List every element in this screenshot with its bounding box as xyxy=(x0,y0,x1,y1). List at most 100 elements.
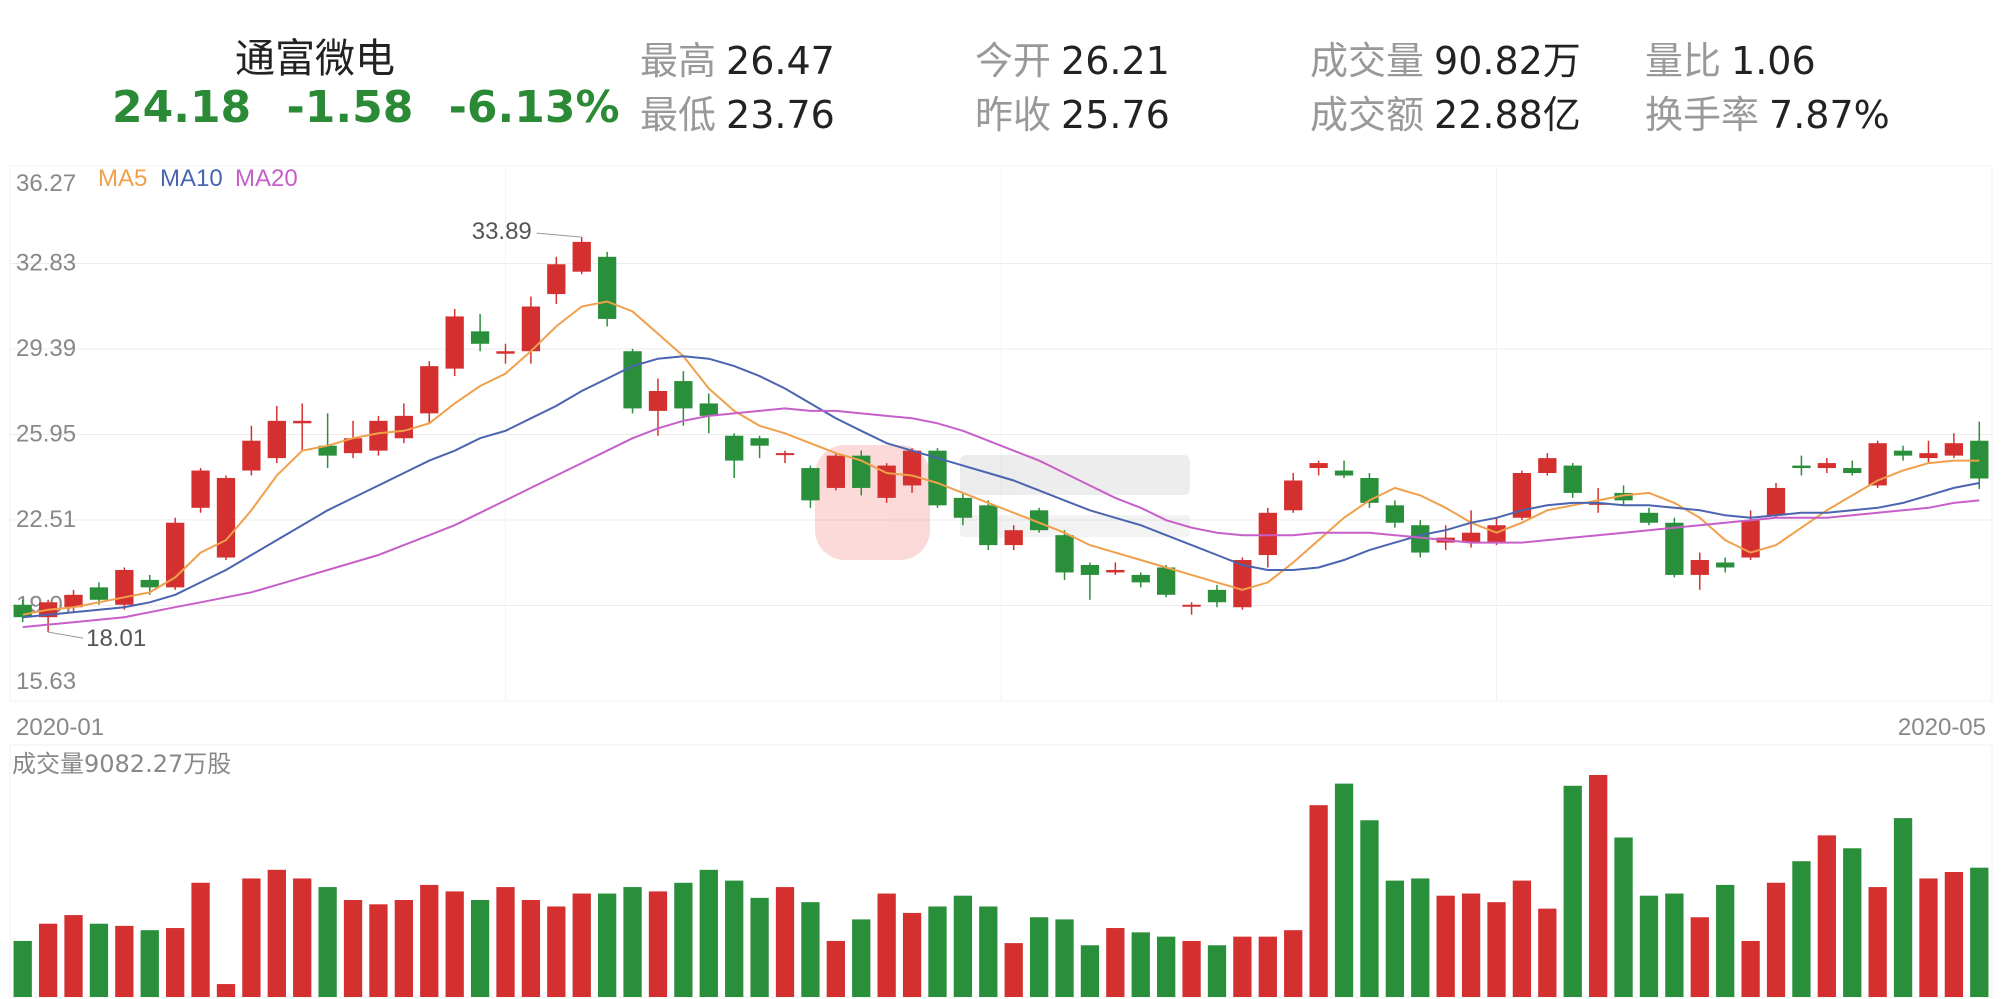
candle-body xyxy=(1385,505,1405,523)
candle xyxy=(166,517,185,590)
candle-body xyxy=(1614,492,1633,501)
volume-bar xyxy=(852,919,871,997)
volume-bar xyxy=(216,984,236,997)
volume-bar xyxy=(902,912,922,997)
volume-bar xyxy=(1512,880,1532,997)
volume-bar xyxy=(1970,867,1989,997)
low-annotation: 18.01 xyxy=(86,625,146,652)
volume-bar xyxy=(725,880,744,997)
candle xyxy=(1563,463,1582,498)
volume-bar xyxy=(1284,930,1303,997)
candle-body xyxy=(648,391,668,411)
high-marker-line xyxy=(536,232,582,238)
volume-bar xyxy=(1004,943,1023,997)
candle xyxy=(1055,530,1074,580)
candle-body xyxy=(1461,532,1481,543)
candle-body xyxy=(1004,530,1023,546)
candle xyxy=(674,371,693,426)
candle xyxy=(1944,433,1964,459)
candle xyxy=(1487,517,1506,546)
volume-bar xyxy=(547,906,566,997)
candle-body xyxy=(1055,535,1074,573)
volume-bar xyxy=(420,884,439,997)
candle-body xyxy=(1284,480,1303,511)
candle xyxy=(191,468,210,513)
volume-bar xyxy=(115,925,134,997)
candle-body xyxy=(1716,562,1735,568)
candle-body xyxy=(928,450,947,506)
volume-bar xyxy=(877,893,896,997)
quote-header: 通富微电 24.18 -1.58 -6.13% 最高 26.47 最低 23.76 … xyxy=(0,0,2001,160)
candle-body xyxy=(64,594,83,608)
candle-body xyxy=(216,477,236,558)
candle xyxy=(470,313,490,352)
candle-body xyxy=(1207,589,1227,603)
volume-bar xyxy=(1893,818,1913,997)
volume-bar xyxy=(343,900,363,997)
candle xyxy=(369,415,388,456)
candle-body xyxy=(1512,473,1532,518)
candle-body xyxy=(1766,487,1786,516)
volume-bar xyxy=(1563,785,1582,997)
volume-bar xyxy=(64,915,83,997)
legend-ma20: MA20 xyxy=(235,165,298,192)
volume-bar xyxy=(89,923,109,997)
candle-body xyxy=(902,450,922,486)
stat-low: 最低 23.76 xyxy=(640,93,835,137)
volume-bar xyxy=(1792,861,1811,997)
volume-bar xyxy=(521,900,541,997)
volume-bar xyxy=(928,906,947,997)
volume-bar xyxy=(979,906,998,997)
candle xyxy=(1970,421,1989,489)
candle-body xyxy=(1360,477,1379,503)
volume-bar xyxy=(445,891,464,997)
y-tick-label: 36.27 xyxy=(16,170,76,197)
volume-bar xyxy=(826,940,845,997)
volume-bar xyxy=(1258,936,1277,997)
candle xyxy=(1233,557,1252,610)
kline-chart: 36.2732.8329.3925.9522.5119.0715.63MA5MA… xyxy=(9,165,1993,998)
candle-body xyxy=(1741,520,1760,558)
candle xyxy=(801,465,820,508)
candle xyxy=(597,251,617,327)
candle-body xyxy=(674,381,693,409)
candle xyxy=(115,567,134,610)
candle-body xyxy=(1157,567,1176,595)
volume-bar xyxy=(1538,908,1557,997)
low-marker-line xyxy=(48,631,84,639)
volume-bar xyxy=(1411,878,1430,997)
volume-bar xyxy=(1360,820,1379,997)
volume-bar xyxy=(13,940,32,997)
candle xyxy=(1309,460,1328,476)
volume-bar xyxy=(699,869,718,997)
candle xyxy=(1284,473,1303,513)
volume-bar xyxy=(1665,893,1684,997)
candle xyxy=(775,450,795,464)
volume-bar xyxy=(1157,936,1176,997)
volume-bar xyxy=(1182,940,1201,997)
candle-body xyxy=(826,455,845,488)
candle xyxy=(343,420,363,459)
candle-body xyxy=(89,587,109,600)
candle xyxy=(64,589,83,613)
candle xyxy=(89,582,109,605)
candle-body xyxy=(1792,465,1811,469)
candle-body xyxy=(1919,453,1938,459)
volume-bar xyxy=(674,882,693,997)
candle-body xyxy=(1080,564,1100,575)
volume-bar xyxy=(318,887,337,997)
candle xyxy=(1792,455,1811,476)
candle xyxy=(1461,510,1481,548)
y-tick-label: 29.39 xyxy=(16,335,76,362)
candle xyxy=(750,435,769,459)
candle-body xyxy=(1690,560,1709,575)
candle-body xyxy=(1182,604,1201,607)
ma20-line xyxy=(22,407,1980,629)
candle-body xyxy=(597,256,617,319)
stat-open: 今开 26.21 xyxy=(975,39,1170,83)
stat-turnover-rate: 换手率 7.87% xyxy=(1645,93,1890,137)
candle-body xyxy=(343,438,363,454)
candle xyxy=(267,405,286,464)
candle-body xyxy=(1538,458,1557,474)
price-row: 24.18 -1.58 -6.13% xyxy=(112,82,640,133)
